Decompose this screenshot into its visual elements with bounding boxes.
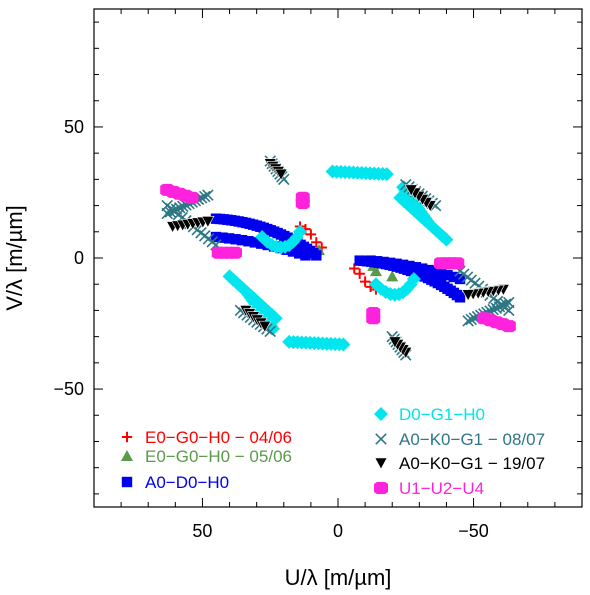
data-point xyxy=(391,258,402,269)
data-point xyxy=(243,236,254,247)
data-point xyxy=(439,232,454,247)
data-point xyxy=(217,232,228,243)
legend-label: U1−U2−U4 xyxy=(399,479,484,498)
data-point xyxy=(249,237,261,248)
data-point xyxy=(201,216,215,228)
legend-marker xyxy=(121,450,133,461)
legend-item: E0−G0−H0 − 04/06 xyxy=(121,428,292,447)
data-point xyxy=(477,312,492,325)
data-marks xyxy=(160,155,516,361)
data-point xyxy=(300,250,311,261)
data-point xyxy=(404,260,415,272)
data-point xyxy=(359,276,371,287)
data-point xyxy=(462,315,474,327)
data-point xyxy=(365,255,376,266)
data-point xyxy=(384,257,396,269)
data-point xyxy=(230,234,241,245)
series-5 xyxy=(166,158,510,359)
data-point xyxy=(311,237,322,248)
series-3 xyxy=(222,164,454,352)
legend-label: E0−G0−H0 − 05/06 xyxy=(145,447,292,466)
data-point xyxy=(177,200,189,213)
legend-marker xyxy=(374,457,388,470)
data-point xyxy=(311,250,322,261)
data-point xyxy=(354,255,365,266)
data-point xyxy=(164,206,177,218)
data-point xyxy=(371,256,383,267)
data-point xyxy=(336,337,351,352)
axis-ticks xyxy=(93,9,583,507)
data-point xyxy=(378,256,389,268)
data-point xyxy=(368,277,383,292)
legend-label: E0−G0−H0 − 04/06 xyxy=(145,428,292,447)
data-point xyxy=(198,190,211,203)
x-tick-label: −50 xyxy=(458,521,489,541)
data-point xyxy=(256,238,267,249)
x-tick-label: 50 xyxy=(192,521,212,541)
data-point xyxy=(161,199,173,212)
data-point xyxy=(349,263,360,274)
data-point xyxy=(223,233,235,244)
legend-label: A0−K0−G1 − 19/07 xyxy=(399,454,545,473)
data-point xyxy=(294,248,305,259)
data-point xyxy=(503,304,515,317)
legend-item: U1−U2−U4 xyxy=(374,479,484,498)
y-tick-label: 0 xyxy=(74,248,84,268)
data-point xyxy=(386,270,399,282)
data-point xyxy=(258,320,272,333)
data-point xyxy=(354,268,365,279)
data-point xyxy=(287,246,299,257)
data-point xyxy=(442,269,453,281)
data-point xyxy=(397,259,409,271)
data-point xyxy=(487,303,499,316)
legend-label: A0−D0−H0 xyxy=(145,473,229,492)
y-axis-label: V/λ [m/µm] xyxy=(2,205,27,311)
data-point xyxy=(305,229,317,240)
series-4 xyxy=(161,155,515,361)
data-point xyxy=(465,313,478,326)
data-point xyxy=(236,234,248,246)
legend-marker xyxy=(374,482,388,494)
data-point xyxy=(293,224,308,239)
legend-marker xyxy=(375,433,387,445)
data-point xyxy=(434,257,449,270)
legend-marker xyxy=(121,476,133,488)
legend-label: A0−K0−G1 − 08/07 xyxy=(399,430,545,449)
legend-item: A0−K0−G1 − 19/07 xyxy=(374,454,545,473)
data-point xyxy=(274,168,288,181)
data-point xyxy=(448,271,459,283)
data-point xyxy=(417,263,428,274)
data-point xyxy=(423,264,434,276)
data-point xyxy=(222,269,237,284)
legend-item: D0−G1−H0 xyxy=(374,405,485,424)
legend-item: A0−K0−G1 − 08/07 xyxy=(375,430,545,449)
data-point xyxy=(410,262,422,273)
data-point xyxy=(499,298,512,310)
data-point xyxy=(429,266,441,277)
data-point xyxy=(184,191,199,204)
data-point xyxy=(227,246,242,259)
legend-label: D0−G1−H0 xyxy=(399,405,485,424)
legend-item: A0−D0−H0 xyxy=(121,473,229,492)
data-point xyxy=(436,268,447,279)
tick-labels: 50 0 −50 50 0 −50 xyxy=(53,117,488,541)
x-tick-label: 0 xyxy=(333,521,343,541)
y-tick-label: 50 xyxy=(64,117,84,137)
legend-marker xyxy=(121,431,133,443)
data-point xyxy=(325,164,340,179)
x-axis-label: U/λ [m/µm] xyxy=(285,565,392,590)
data-point xyxy=(461,289,475,302)
y-tick-label: −50 xyxy=(53,379,84,399)
data-point xyxy=(202,189,214,201)
series-6 xyxy=(160,183,516,333)
data-point xyxy=(404,184,418,197)
legend-item: E0−G0−H0 − 05/06 xyxy=(121,447,292,466)
data-point xyxy=(366,307,381,320)
data-point xyxy=(295,196,310,209)
legend-marker xyxy=(374,407,388,421)
data-point xyxy=(388,336,402,349)
